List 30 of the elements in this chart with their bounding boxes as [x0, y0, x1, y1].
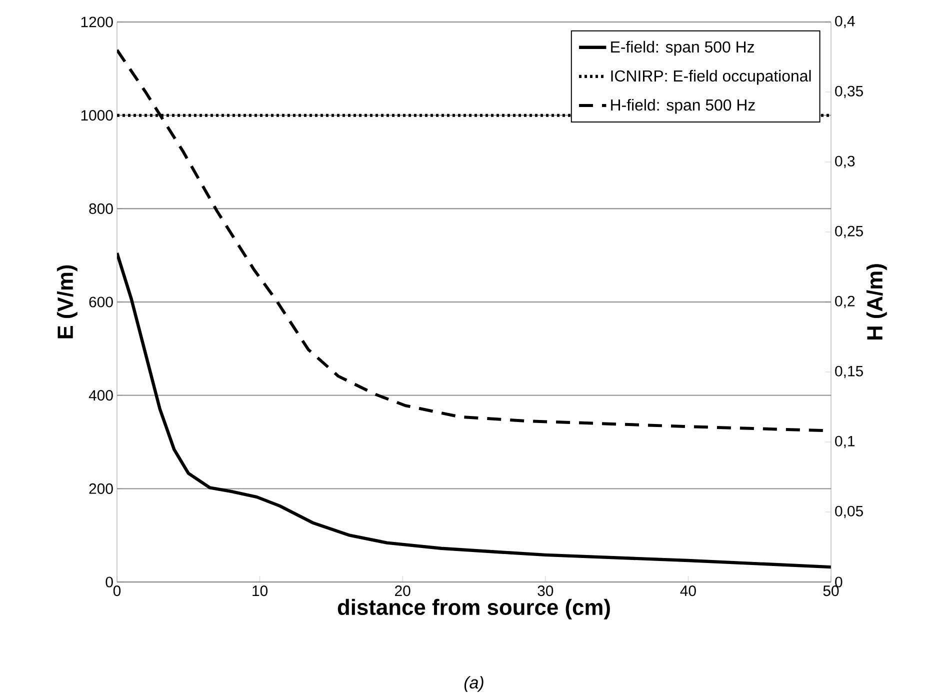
legend-label: ICNIRP: E-field occupational	[611, 70, 811, 85]
y2-tick-label: 0,4	[835, 16, 855, 28]
y2-tick-label: 0,2	[835, 296, 855, 308]
x-axis-title: distance from source (cm)	[338, 598, 610, 620]
y-tick-label: 1000	[81, 110, 113, 121]
y2-tick-label: 0,35	[835, 86, 863, 98]
x-tick-label: 30	[538, 586, 554, 596]
x-tick-label: 50	[823, 586, 839, 596]
y-tick-label: 0	[106, 576, 113, 588]
legend-label: E-field: span 500 Hz	[611, 40, 754, 56]
y-tick-label: 200	[89, 483, 113, 494]
y2-tick-label: 0	[835, 576, 842, 588]
y2-tick-label: 0,1	[835, 436, 855, 448]
x-tick-label: 0	[113, 586, 121, 596]
text: (a)	[464, 676, 484, 692]
y-tick-label: 1200	[81, 16, 113, 28]
line-series	[117, 251, 832, 569]
y2-axis-title: H (A/m)	[866, 264, 887, 340]
y-tick-label: 400	[88, 390, 113, 401]
y2-tick-label: 0,05	[835, 506, 863, 518]
y-tick-label: 600	[89, 296, 113, 308]
y2-tick-label: 0,25	[835, 226, 863, 238]
y2-tick-label: 0,15	[835, 366, 863, 378]
x-tick-label: 20	[395, 586, 410, 596]
y2-tick-label: 0,3	[835, 156, 855, 168]
x-tick-label: 10	[252, 586, 268, 596]
y-tick-label: 800	[89, 203, 113, 214]
x-tick-label: 40	[680, 586, 696, 596]
y-axis-title: E (V/m)	[56, 265, 78, 338]
legend-label: H-field: span 500 Hz	[611, 98, 755, 114]
